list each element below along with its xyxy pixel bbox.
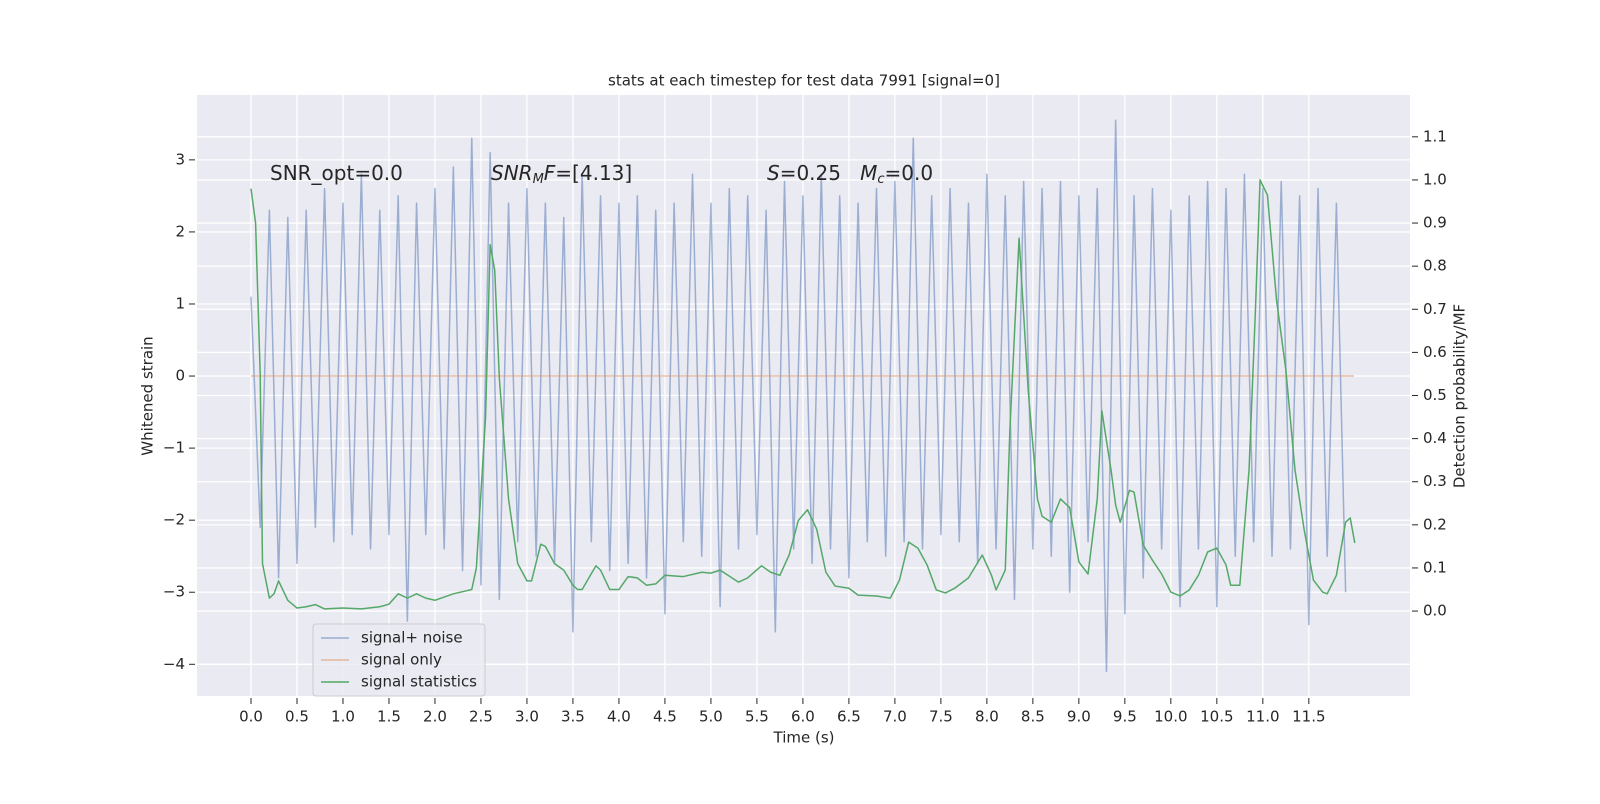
x-tick-label: 0.5 (285, 708, 309, 726)
annotation: S=0.25 Mc=0.0 (767, 161, 933, 187)
annotation-text: =0.0 (885, 161, 934, 185)
x-tick-label: 6.0 (791, 708, 815, 726)
annotation-text: =0.25 (780, 161, 860, 185)
y2-tick-label: 0.0 (1423, 602, 1447, 620)
x-tick-label: 8.5 (1021, 708, 1045, 726)
x-tick-label: 2.0 (423, 708, 447, 726)
y-tick-label: 2 (175, 222, 185, 240)
legend-box (312, 623, 486, 697)
x-tick-label: 2.5 (469, 708, 493, 726)
y-tick-label: −3 (163, 583, 185, 601)
y-tick-label: 0 (175, 367, 185, 385)
legend-label: signal+ noise (361, 629, 463, 647)
annotation-text: =[4.13] (555, 161, 632, 185)
x-tick-label: 9.5 (1113, 708, 1137, 726)
x-tick-label: 10.0 (1154, 708, 1187, 726)
annotation-text: SNR (491, 161, 533, 185)
y2-axis-label: Detection probability/MF (1451, 304, 1469, 488)
annotation: SNR_opt=0.0 (270, 161, 403, 185)
annotation-text: S (767, 161, 780, 185)
y2-tick-label: 0.2 (1423, 515, 1447, 533)
annotation-text: SNR_opt=0.0 (270, 161, 403, 185)
chart-title: stats at each timestep for test data 799… (608, 72, 1000, 90)
x-axis-label: Time (s) (773, 729, 835, 747)
x-tick-label: 11.5 (1292, 708, 1325, 726)
y2-tick-label: 0.1 (1423, 558, 1447, 576)
x-tick-label: 9.0 (1067, 708, 1091, 726)
y2-tick-label: 0.4 (1423, 429, 1447, 447)
x-tick-label: 4.5 (653, 708, 677, 726)
y2-tick-label: 0.9 (1423, 214, 1447, 232)
series-line (250, 179, 1356, 610)
x-tick-label: 3.5 (561, 708, 585, 726)
x-tick-label: 5.5 (745, 708, 769, 726)
y-tick-label: −1 (163, 439, 185, 457)
x-tick-label: 10.5 (1200, 708, 1233, 726)
y2-tick-label: 1.1 (1423, 127, 1447, 145)
annotation-text: M (533, 172, 544, 187)
y-tick-label: 3 (175, 150, 185, 168)
legend-label: signal statistics (361, 673, 477, 691)
x-tick-label: 7.5 (929, 708, 953, 726)
y2-tick-label: 0.3 (1423, 472, 1447, 490)
x-tick-label: 7.0 (883, 708, 907, 726)
x-tick-label: 1.0 (331, 708, 355, 726)
x-tick-label: 0.0 (239, 708, 263, 726)
y-axis-label: Whitened strain (139, 336, 157, 455)
annotation-text: M (860, 161, 877, 185)
y-tick-label: 1 (175, 294, 185, 312)
y2-tick-label: 0.8 (1423, 257, 1447, 275)
y2-tick-label: 1.0 (1423, 170, 1447, 188)
x-tick-label: 3.0 (515, 708, 539, 726)
x-tick-label: 1.5 (377, 708, 401, 726)
annotation: SNRMF=[4.13] (491, 161, 632, 187)
y2-tick-label: 0.6 (1423, 343, 1447, 361)
annotation-text: F (544, 161, 556, 185)
y2-tick-label: 0.5 (1423, 386, 1447, 404)
y2-tick-label: 0.7 (1423, 300, 1447, 318)
annotation-text: c (877, 172, 884, 187)
x-tick-label: 5.0 (699, 708, 723, 726)
legend-label: signal only (361, 651, 442, 669)
x-tick-label: 8.0 (975, 708, 999, 726)
series-line (250, 119, 1347, 673)
y-tick-label: −4 (163, 655, 185, 673)
x-tick-label: 6.5 (837, 708, 861, 726)
x-tick-label: 11.0 (1246, 708, 1279, 726)
x-tick-label: 4.0 (607, 708, 631, 726)
y-tick-label: −2 (163, 511, 185, 529)
